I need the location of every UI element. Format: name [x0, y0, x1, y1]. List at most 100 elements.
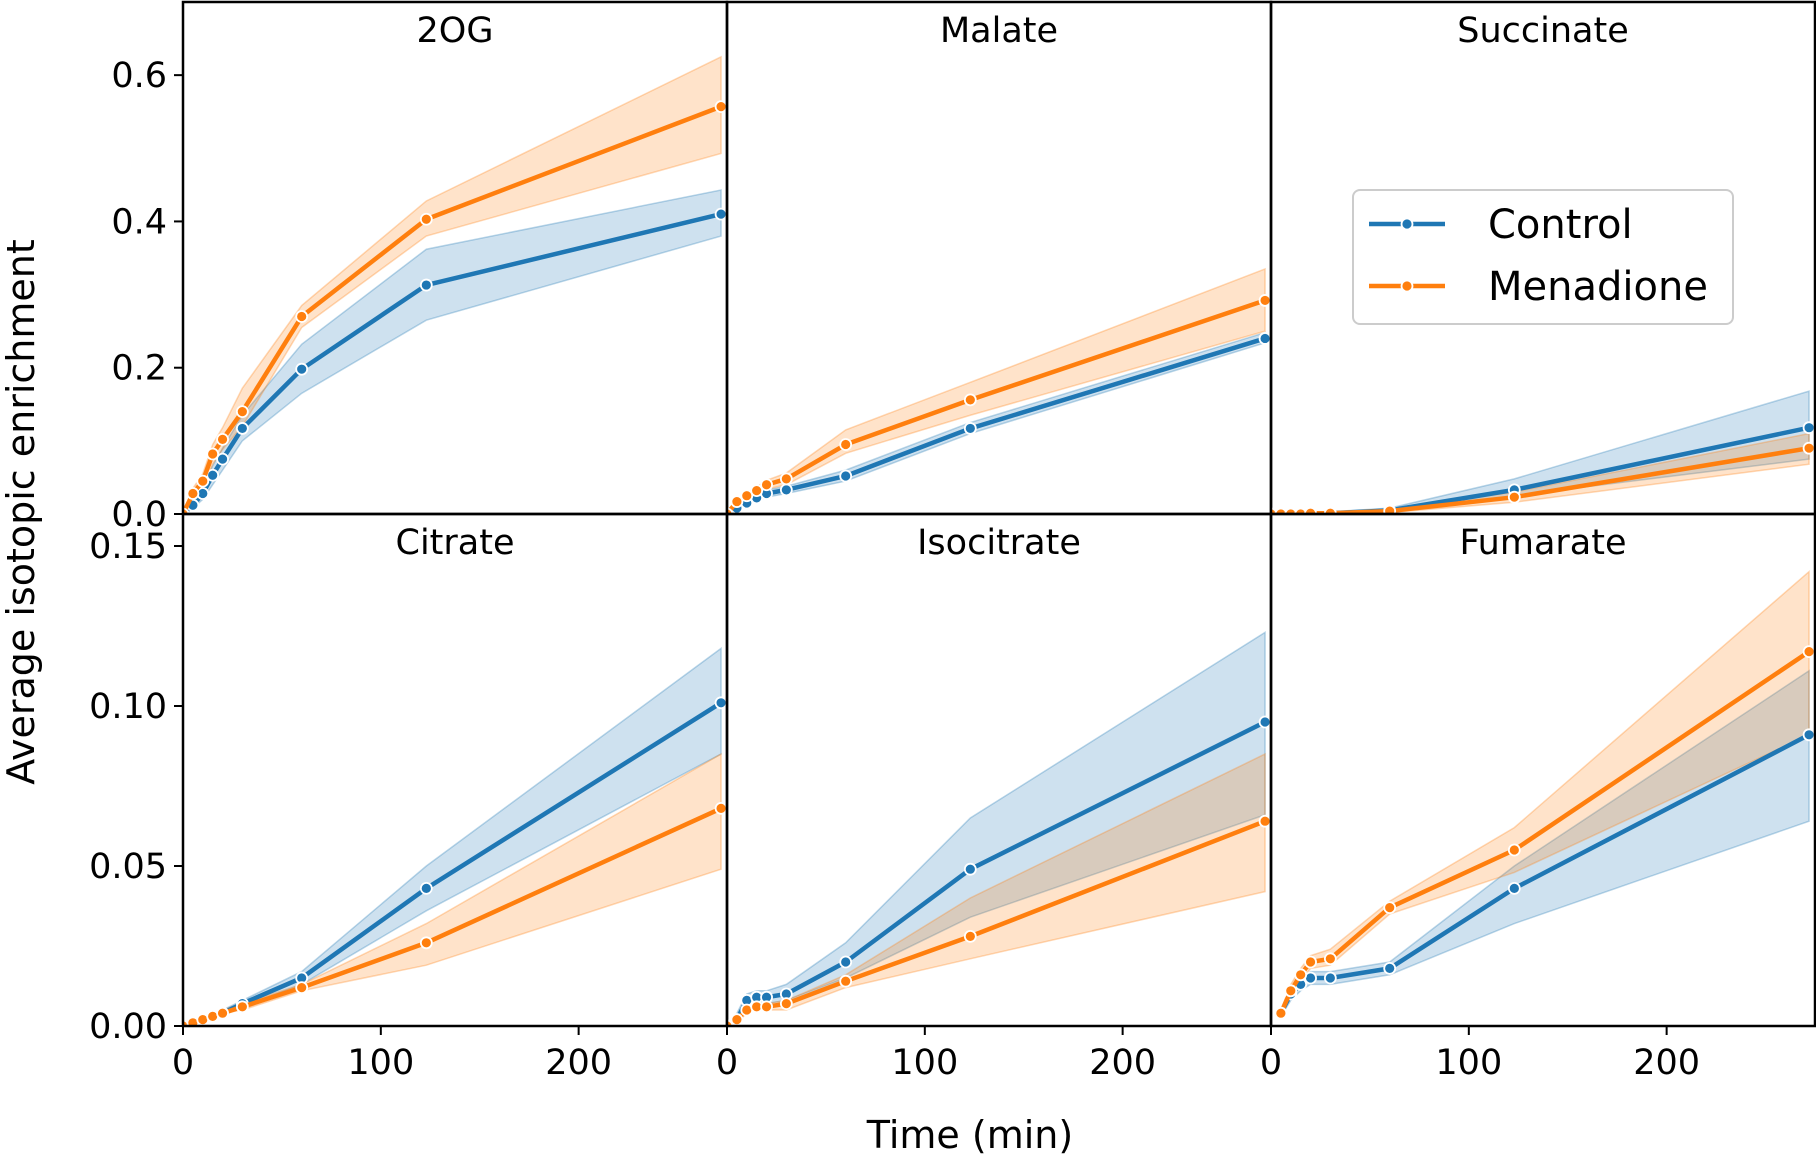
point-malate-control-7 — [963, 422, 977, 435]
point-malate-menadione-0 — [727, 507, 734, 514]
point-fumarate-control-6 — [1507, 882, 1521, 895]
y-tick-label-0-1: 0.2 — [111, 349, 167, 389]
point-malate-menadione-5 — [779, 472, 793, 486]
point-fumarate-menadione-6 — [1507, 843, 1521, 857]
point-fumarate-menadione-1 — [1284, 984, 1298, 998]
point-succinate-menadione-3 — [1294, 507, 1308, 514]
point-malate-menadione-7 — [963, 393, 977, 407]
point-2og-menadione-6 — [295, 310, 309, 323]
x-tick-label-1-2: 200 — [1089, 1043, 1156, 1083]
point-malate-menadione-2 — [740, 489, 754, 503]
point-fumarate-menadione-2 — [1294, 968, 1308, 982]
point-fumarate-control-5 — [1383, 962, 1397, 975]
point-malate-control-6 — [839, 469, 853, 483]
point-isocitrate-menadione-0 — [727, 1019, 734, 1026]
x-tick-label-0-2: 200 — [545, 1043, 612, 1083]
point-2og-menadione-3 — [206, 447, 220, 461]
panels-layer: 2OG 0.0 0.2 0.4 0.6 Malate Succinate Citrate 0.0… — [89, 0, 1816, 1083]
point-2og-menadione-7 — [419, 212, 433, 226]
x-tick-label-2-2: 200 — [1633, 1043, 1700, 1083]
panel-title-2og: 2OG — [417, 11, 494, 51]
plot-area-citrate — [183, 646, 727, 1026]
point-malate-menadione-6 — [839, 438, 853, 451]
panel-title-citrate: Citrate — [396, 523, 515, 563]
point-isocitrate-menadione-8 — [1258, 814, 1271, 828]
x-axis-label: Time (min) — [866, 1113, 1073, 1157]
point-2og-control-8 — [714, 207, 727, 221]
point-succinate-menadione-8 — [1802, 441, 1815, 455]
point-2og-menadione-8 — [714, 100, 727, 113]
plot-area-isocitrate — [727, 631, 1271, 1026]
x-tick-label-2-0: 0 — [1260, 1043, 1282, 1083]
point-citrate-menadione-4 — [216, 1006, 229, 1020]
point-citrate-menadione-7 — [419, 936, 433, 950]
point-isocitrate-menadione-7 — [963, 930, 977, 943]
point-malate-control-5 — [779, 483, 793, 497]
point-succinate-menadione-6 — [1383, 504, 1397, 514]
x-tick-label-1-1: 100 — [891, 1043, 958, 1083]
y-tick-label-0-0: 0.0 — [111, 495, 167, 535]
point-malate-menadione-4 — [760, 478, 773, 492]
panel-frame-fumarate — [1269, 512, 1816, 1028]
panel-fumarate: Fumarate 0 100 200 — [1260, 512, 1816, 1083]
x-tick-label-0-1: 100 — [347, 1043, 414, 1083]
y-tick-label-0-3: 0.6 — [111, 56, 167, 96]
point-citrate-control-7 — [419, 882, 433, 895]
point-isocitrate-control-6 — [839, 955, 853, 969]
point-fumarate-menadione-7 — [1802, 645, 1815, 658]
point-citrate-menadione-8 — [714, 802, 727, 815]
panel-isocitrate: Isocitrate 0 100 200 — [716, 512, 1273, 1083]
point-malate-control-8 — [1258, 332, 1271, 345]
point-citrate-control-8 — [714, 696, 727, 710]
y-tick-label-1-2: 0.10 — [89, 687, 167, 727]
point-isocitrate-menadione-5 — [779, 997, 793, 1010]
point-fumarate-control-4 — [1323, 971, 1337, 985]
point-isocitrate-menadione-1 — [730, 1013, 744, 1026]
point-citrate-menadione-6 — [295, 981, 309, 994]
legend-box — [1352, 189, 1734, 325]
panel-succinate: Succinate — [1269, 0, 1816, 516]
legend-label-menadione: Menadione — [1488, 264, 1708, 310]
line-fumarate-control — [1278, 732, 1811, 1015]
point-isocitrate-control-7 — [963, 862, 977, 876]
point-fumarate-menadione-3 — [1304, 955, 1317, 969]
point-2og-control-5 — [235, 422, 249, 435]
point-succinate-menadione-1 — [1274, 507, 1288, 514]
legend-label-control: Control — [1488, 202, 1633, 248]
panel-frame-malate — [725, 0, 1273, 516]
legend: Control Menadione — [1352, 189, 1734, 325]
legend-marker-menadione — [1400, 279, 1414, 293]
point-2og-control-4 — [216, 452, 229, 466]
point-fumarate-control-7 — [1802, 728, 1815, 742]
point-fumarate-menadione-4 — [1323, 952, 1337, 966]
point-2og-menadione-5 — [235, 405, 249, 419]
point-malate-menadione-8 — [1258, 294, 1271, 307]
plot-area-fumarate — [1274, 569, 1815, 1020]
panel-title-succinate: Succinate — [1457, 11, 1629, 51]
point-isocitrate-menadione-6 — [839, 974, 853, 988]
plot-area-2og — [183, 55, 727, 514]
point-malate-menadione-3 — [750, 484, 764, 497]
point-malate-menadione-1 — [730, 495, 744, 508]
plot-area-succinate — [1271, 390, 1815, 514]
panel-title-isocitrate: Isocitrate — [917, 523, 1081, 563]
x-tick-label-1-0: 0 — [716, 1043, 738, 1083]
point-fumarate-menadione-5 — [1383, 901, 1397, 914]
point-2og-control-7 — [419, 278, 433, 292]
point-2og-menadione-0 — [183, 507, 190, 514]
y-tick-label-1-3: 0.15 — [89, 527, 167, 567]
x-tick-label-2-1: 100 — [1435, 1043, 1502, 1083]
point-2og-menadione-4 — [216, 432, 229, 446]
panel-2og: 2OG 0.0 0.2 0.4 0.6 — [111, 0, 729, 535]
point-succinate-menadione-7 — [1507, 490, 1521, 504]
panel-citrate: Citrate 0.00 0.05 0.10 0.15 0 100 200 — [89, 512, 729, 1083]
point-2og-menadione-1 — [186, 487, 200, 500]
panel-title-malate: Malate — [940, 11, 1058, 51]
point-2og-control-6 — [295, 362, 309, 376]
y-axis-label: Average isotopic enrichment — [0, 239, 43, 785]
point-isocitrate-control-8 — [1258, 715, 1271, 729]
x-tick-label-0-0: 0 — [172, 1043, 194, 1083]
panel-title-fumarate: Fumarate — [1459, 523, 1626, 563]
panel-malate: Malate — [725, 0, 1273, 516]
